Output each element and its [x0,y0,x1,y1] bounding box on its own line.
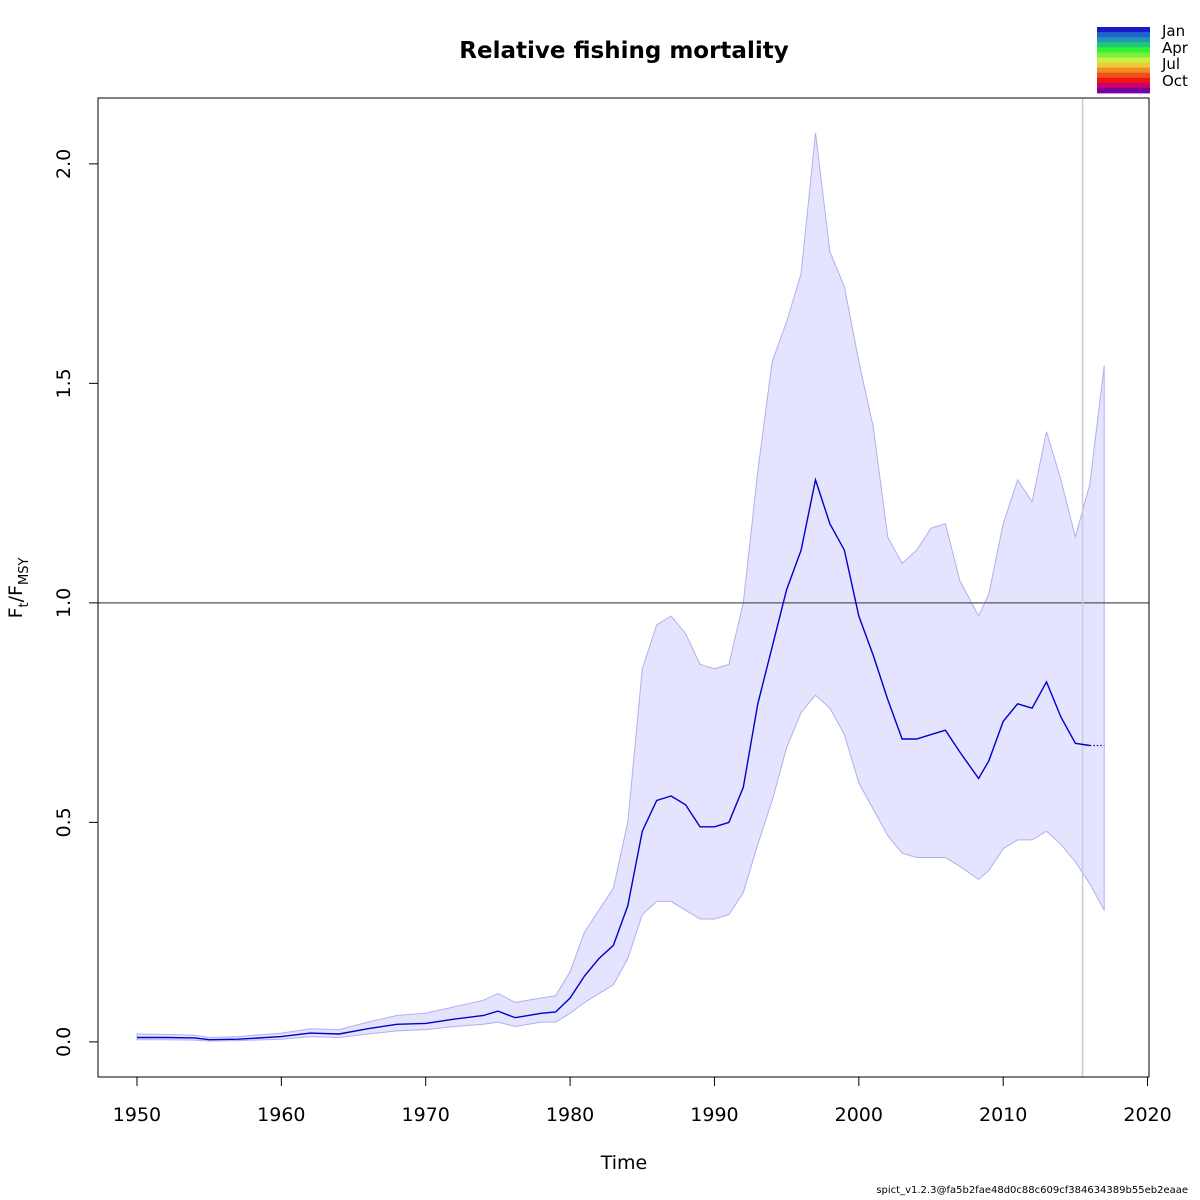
y-tick-label: 0.5 [53,807,75,837]
x-tick-label: 1950 [113,1104,161,1126]
chart-title: Relative fishing mortality [459,38,788,64]
x-axis-label: Time [600,1152,648,1174]
legend-color-bar [1097,27,1150,94]
legend-label-oct: Oct [1162,72,1188,90]
y-label-main: F [5,607,27,618]
y-tick-label: 2.0 [53,149,75,179]
y-tick-label: 0.0 [53,1027,75,1057]
y-axis-label: Ft/FMSY [5,558,32,619]
legend-color-swatch [1097,82,1150,89]
legend-color-swatch [1097,77,1150,84]
x-axis: 1950 1960 1970 1980 1990 2000 2010 2020 [113,1076,1172,1126]
legend-color-swatch [1097,57,1150,63]
x-tick-label: 1990 [690,1104,738,1126]
legend-color-swatch [1097,67,1150,74]
y-axis: 0.0 0.5 1.0 1.5 2.0 [53,149,98,1057]
legend-color-swatch [1097,47,1150,53]
y-label-sub2: MSY [17,558,32,585]
legend-color-swatch [1097,42,1150,48]
legend-color-swatch [1097,87,1150,94]
legend-color-swatch [1097,32,1150,38]
x-tick-label: 2020 [1123,1104,1171,1126]
legend-color-swatch [1097,52,1150,58]
x-tick-label: 1970 [402,1104,450,1126]
y-tick-label: 1.5 [53,368,75,398]
legend-color-swatch [1097,37,1150,43]
x-tick-label: 1980 [546,1104,594,1126]
legend-label-apr: Apr [1162,39,1189,57]
confidence-band [136,133,1105,1042]
legend-label-jul: Jul [1161,55,1180,73]
y-label-sub1: t [17,602,32,607]
x-tick-label: 2010 [979,1104,1027,1126]
legend-color-swatch [1097,72,1150,79]
legend: Jan Apr Jul Oct [1097,22,1189,94]
x-tick-label: 1960 [257,1104,305,1126]
plot-area [98,98,1149,1077]
y-label-sep: /F [5,585,27,602]
legend-color-swatch [1097,62,1150,69]
legend-color-swatch [1097,27,1150,33]
legend-label-jan: Jan [1161,22,1185,40]
x-tick-label: 2000 [835,1104,883,1126]
y-tick-label: 1.0 [53,588,75,618]
estimate-line [137,477,1090,1041]
version-footer: spict_v1.2.3@fa5b2fae48d0c88c609cf384634… [876,1185,1188,1196]
